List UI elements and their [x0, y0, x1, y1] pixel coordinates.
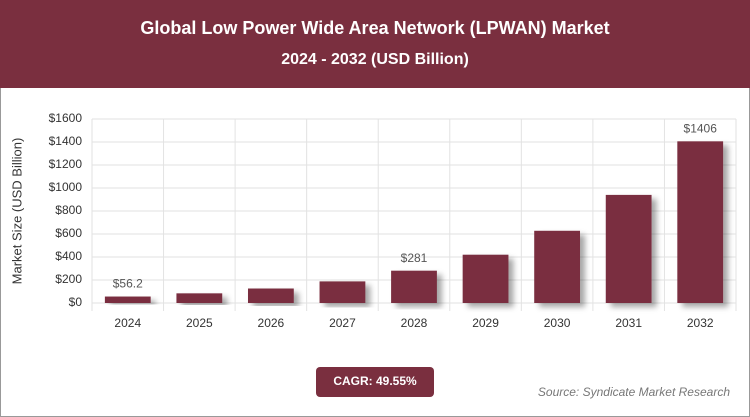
x-tick-label: 2031	[615, 316, 642, 330]
bar	[104, 296, 151, 303]
value-label: $1406	[684, 121, 718, 135]
x-tick-label: 2032	[687, 316, 714, 330]
chart-subtitle: 2024 - 2032 (USD Billion)	[281, 51, 469, 68]
bar	[391, 270, 437, 303]
x-tick-label: 2027	[329, 316, 356, 330]
value-label: $281	[401, 251, 428, 265]
x-tick-label: 2024	[114, 316, 141, 330]
source: Source: Syndicate Market Research	[538, 385, 730, 399]
y-tick-label: $600	[55, 226, 82, 240]
bar	[605, 194, 652, 303]
x-tick-label: 2030	[544, 316, 571, 330]
cagr-label: CAGR: 49.55%	[333, 374, 417, 388]
y-tick-label: $800	[55, 203, 82, 217]
header	[0, 0, 750, 88]
y-tick-label: $1000	[49, 180, 83, 194]
chart-title: Global Low Power Wide Area Network (LPWA…	[140, 18, 609, 38]
y-tick-label: $200	[55, 272, 82, 286]
bar	[677, 141, 724, 303]
value-label: $56.2	[113, 277, 143, 291]
x-tick-label: 2029	[472, 316, 499, 330]
bar	[462, 254, 509, 303]
y-axis-title: Market Size (USD Billion)	[9, 138, 24, 285]
bar	[319, 281, 366, 303]
bar	[534, 230, 581, 303]
y-tick-label: $1600	[49, 111, 83, 125]
x-tick-label: 2025	[186, 316, 213, 330]
y-tick-label: $400	[55, 249, 82, 263]
x-tick-label: 2026	[258, 316, 285, 330]
bar	[247, 288, 294, 303]
y-tick-label: $1200	[49, 157, 83, 171]
y-tick-label: $0	[69, 295, 83, 309]
cagr-badge	[316, 367, 434, 397]
bar	[176, 293, 223, 303]
x-tick-label: 2028	[401, 316, 428, 330]
y-tick-label: $1400	[49, 134, 83, 148]
